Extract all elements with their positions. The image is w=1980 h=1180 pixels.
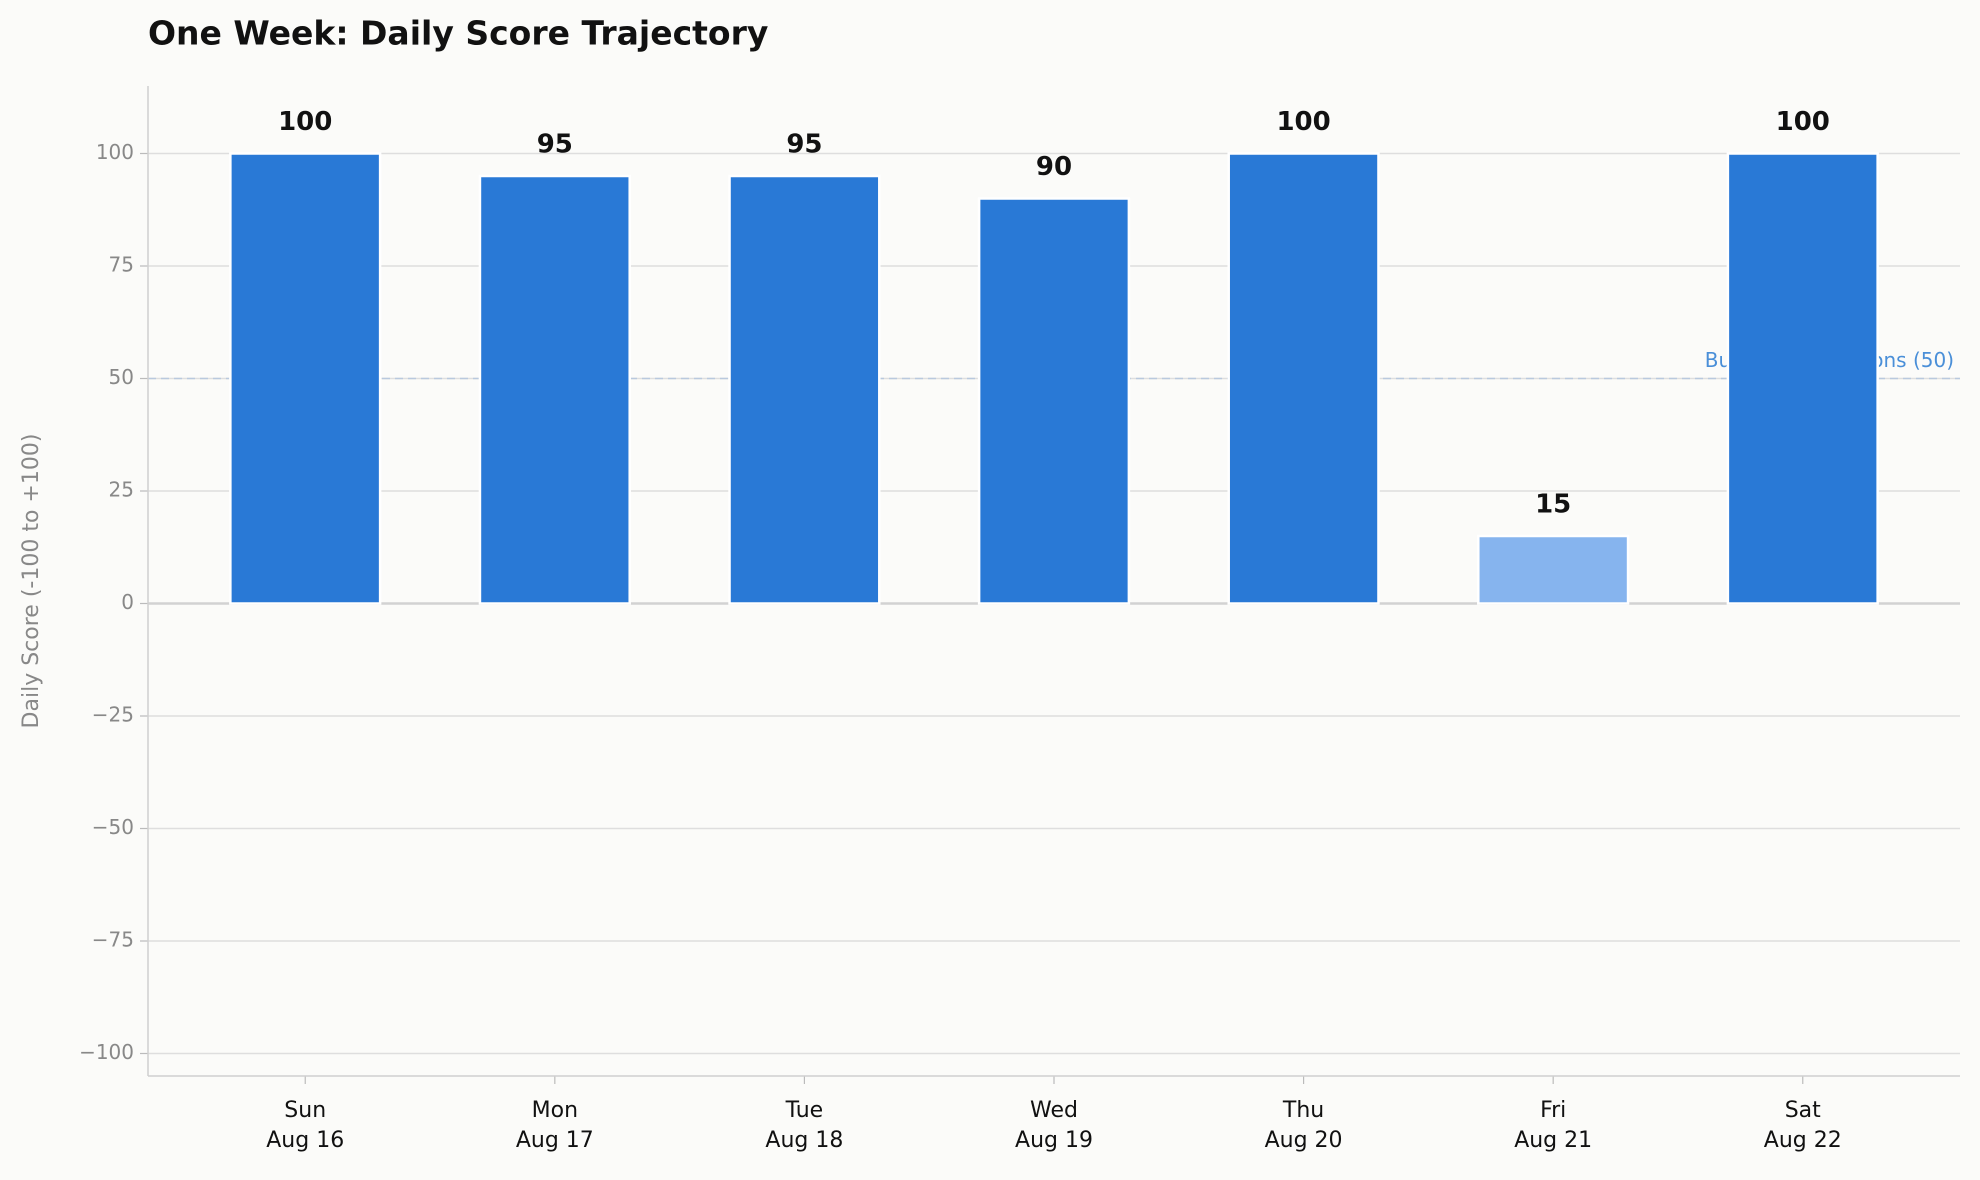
x-tick-label: Fri <box>1540 1098 1566 1123</box>
value-label: 100 <box>1276 107 1330 137</box>
x-tick-label: Aug 18 <box>765 1128 843 1153</box>
x-tick-label: Aug 16 <box>266 1128 344 1153</box>
bar <box>229 152 382 605</box>
x-tick-label: Thu <box>1282 1098 1324 1123</box>
x-tick-label: Sat <box>1785 1098 1821 1123</box>
y-tick-label: −25 <box>92 703 134 727</box>
y-tick-label: −100 <box>79 1040 134 1064</box>
y-tick-label: −50 <box>92 815 134 839</box>
x-tick-label: Sun <box>284 1098 326 1123</box>
y-tick-label: −75 <box>92 928 134 952</box>
bar <box>728 174 881 605</box>
x-tick-label: Tue <box>785 1098 824 1123</box>
x-tick-label: Aug 17 <box>516 1128 594 1153</box>
x-tick-label: Aug 22 <box>1764 1128 1842 1153</box>
x-tick-label: Wed <box>1030 1098 1078 1123</box>
x-tick-label: Mon <box>532 1098 578 1123</box>
x-tick-label: Aug 20 <box>1265 1128 1343 1153</box>
chart-title: One Week: Daily Score Trajectory <box>148 14 768 53</box>
value-label: 100 <box>278 107 332 137</box>
bar <box>1477 534 1630 605</box>
y-tick-label: 75 <box>109 253 134 277</box>
value-label: 90 <box>1036 152 1072 182</box>
value-label: 100 <box>1776 107 1830 137</box>
value-label: 95 <box>786 130 822 160</box>
y-tick-label: 0 <box>121 590 134 614</box>
x-tick-label: Aug 19 <box>1015 1128 1093 1153</box>
y-tick-label: 100 <box>96 140 134 164</box>
value-label: 15 <box>1535 490 1571 520</box>
y-tick-label: 50 <box>109 365 134 389</box>
y-axis-label: Daily Score (-100 to +100) <box>19 434 44 729</box>
value-label: 95 <box>537 130 573 160</box>
y-tick-label: 25 <box>109 478 134 502</box>
bar <box>977 197 1131 605</box>
bar <box>1726 152 1879 605</box>
bar <box>478 174 631 605</box>
bar <box>1227 152 1380 605</box>
x-tick-label: Aug 21 <box>1514 1128 1592 1153</box>
